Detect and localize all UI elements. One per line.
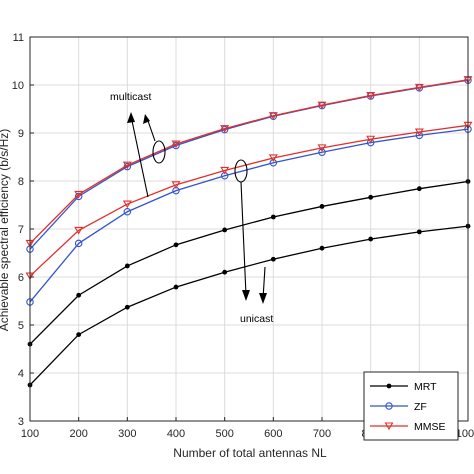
y-tick-label: 9: [18, 128, 24, 140]
y-tick-label: 10: [12, 80, 24, 92]
y-tick-label: 4: [18, 368, 24, 380]
data-point-zf-unicast: [74, 239, 83, 248]
x-tick-label: 600: [264, 428, 282, 440]
data-point-mrt-unicast: [416, 229, 422, 235]
legend-mrt-label: MRT: [414, 381, 437, 393]
series-line-zf-unicast: [29, 128, 469, 303]
series-line-mmse-multicast: [29, 79, 469, 244]
series-line-mrt-unicast: [29, 225, 469, 386]
legend-item-mmse: MMSE: [370, 421, 446, 433]
data-point-mmse-multicast: [74, 190, 84, 199]
y-tick-label: 11: [13, 32, 24, 44]
multicast-arrow-2: [146, 117, 156, 142]
data-point-mmse-unicast: [74, 226, 84, 235]
legend-zf-label: ZF: [414, 401, 427, 413]
x-tick-label: 1000: [456, 428, 474, 440]
y-tick-label: 7: [18, 224, 24, 236]
multicast-arrowhead: [127, 112, 135, 123]
data-point-mrt-unicast: [368, 236, 374, 242]
data-point-mrt-multicast: [76, 292, 82, 298]
x-tick-label: 500: [215, 428, 233, 440]
unicast-arrow: [240, 181, 247, 296]
data-point-mmse-multicast: [171, 140, 181, 149]
data-point-mmse-multicast: [122, 161, 132, 170]
series-layer: [25, 76, 473, 388]
y-tick-label: 3: [18, 416, 24, 428]
data-point-mrt-unicast: [270, 256, 276, 262]
data-point-mmse-multicast: [220, 125, 230, 133]
grid: [29, 36, 469, 422]
data-point-mrt-multicast: [270, 214, 276, 220]
legend: MRT ZF MMSE: [363, 371, 459, 441]
data-point-mrt-unicast: [173, 284, 179, 290]
x-tick-label: 400: [167, 428, 185, 440]
series-mmse-multicast: [25, 76, 473, 248]
legend-mmse-label: MMSE: [414, 421, 446, 433]
data-point-zf-multicast: [74, 192, 83, 201]
series-mmse-unicast: [25, 121, 473, 281]
data-point-mmse-multicast: [366, 92, 376, 100]
data-point-mrt-multicast: [319, 204, 325, 209]
y-tick-label: 6: [18, 272, 24, 284]
multicast-ellipse: [152, 140, 166, 164]
data-point-mmse-unicast: [122, 200, 132, 209]
unicast-label: unicast: [240, 313, 273, 325]
data-point-mrt-unicast: [124, 304, 130, 310]
data-point-mmse-multicast: [414, 83, 424, 92]
legend-zf-marker: [385, 402, 393, 410]
data-point-mrt-multicast: [222, 227, 228, 233]
data-point-zf-unicast: [123, 207, 132, 216]
unicast-arrowhead-2: [259, 293, 267, 304]
data-point-mmse-unicast: [317, 144, 327, 152]
unicast-arrowhead: [242, 290, 250, 301]
x-tick-label: 300: [118, 428, 136, 440]
data-point-zf-unicast: [318, 148, 326, 156]
data-point-mmse-unicast: [268, 154, 278, 163]
x-tick-label: 700: [313, 428, 331, 440]
arrowheads: [127, 112, 267, 304]
data-point-mrt-multicast: [124, 263, 130, 269]
multicast-arrow: [130, 115, 149, 198]
data-point-mmse-multicast: [317, 101, 327, 110]
legend-mrt-marker: [386, 383, 392, 389]
multicast-arrowhead-2: [143, 114, 150, 124]
data-point-mrt-multicast: [368, 194, 374, 200]
data-point-mrt-unicast: [319, 245, 325, 251]
data-point-zf-unicast: [269, 159, 278, 167]
y-tick-label: 5: [18, 320, 24, 332]
y-axis-label: Achievable spectral efficiency (b/s/Hz): [0, 129, 11, 332]
x-axis-label: Number of total antennas NL: [173, 446, 327, 460]
series-line-mmse-unicast: [29, 124, 469, 277]
data-point-mmse-multicast: [268, 112, 278, 120]
data-point-mrt-unicast: [76, 332, 82, 337]
multicast-label: multicast: [110, 91, 152, 103]
series-zf-unicast: [26, 125, 472, 306]
x-tick-label: 100: [21, 428, 39, 440]
data-point-mrt-multicast: [173, 242, 179, 248]
data-point-mmse-unicast: [220, 166, 230, 175]
series-mrt-unicast: [27, 223, 471, 388]
data-point-mmse-unicast: [366, 135, 376, 144]
data-point-mmse-unicast: [171, 181, 181, 189]
series-mrt-multicast: [27, 179, 471, 347]
data-point-mrt-multicast: [416, 186, 422, 192]
data-point-mrt-unicast: [222, 269, 228, 275]
data-point-mmse-unicast: [414, 128, 424, 137]
annotation-layer: [130, 115, 266, 300]
y-tick-label: 8: [18, 176, 24, 188]
legend-item-zf: ZF: [370, 401, 427, 413]
series-line-mrt-multicast: [29, 180, 469, 345]
legend-item-mrt: MRT: [370, 381, 437, 393]
x-tick-label: 200: [69, 428, 87, 440]
legend-mmse-marker: [384, 422, 394, 431]
